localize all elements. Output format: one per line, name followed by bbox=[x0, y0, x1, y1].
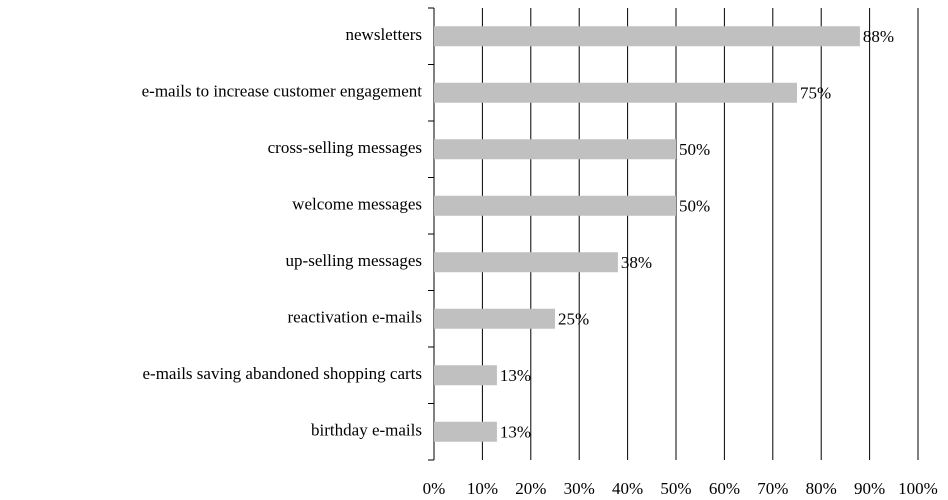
x-tick-label: 50% bbox=[660, 479, 691, 498]
value-label: 25% bbox=[558, 310, 589, 329]
y-tick-label: reactivation e-mails bbox=[287, 308, 422, 327]
value-label: 50% bbox=[679, 140, 710, 159]
bar bbox=[434, 82, 797, 103]
value-label: 88% bbox=[863, 27, 894, 46]
x-tick-label: 60% bbox=[709, 479, 740, 498]
bar bbox=[434, 308, 555, 329]
bar bbox=[434, 252, 618, 273]
x-tick-label: 30% bbox=[564, 479, 595, 498]
y-tick-label: e-mails to increase customer engagement bbox=[142, 82, 423, 101]
x-tick-label: 70% bbox=[757, 479, 788, 498]
x-tick-label: 100% bbox=[898, 479, 938, 498]
value-label: 13% bbox=[500, 366, 531, 385]
bar bbox=[434, 195, 676, 216]
x-tick-label: 0% bbox=[423, 479, 446, 498]
y-tick-label: cross-selling messages bbox=[268, 138, 422, 157]
bar bbox=[434, 139, 676, 160]
x-tick-label: 10% bbox=[467, 479, 498, 498]
y-tick-label: welcome messages bbox=[292, 195, 422, 214]
y-tick-label: newsletters bbox=[346, 25, 422, 44]
value-label: 13% bbox=[500, 423, 531, 442]
value-label: 50% bbox=[679, 197, 710, 216]
y-tick-label: e-mails saving abandoned shopping carts bbox=[143, 364, 423, 383]
value-label: 75% bbox=[800, 84, 831, 103]
bar bbox=[434, 26, 860, 47]
x-tick-label: 90% bbox=[854, 479, 885, 498]
x-tick-label: 40% bbox=[612, 479, 643, 498]
x-tick-label: 20% bbox=[515, 479, 546, 498]
bar bbox=[434, 421, 497, 442]
bar bbox=[434, 365, 497, 386]
y-tick-label: birthday e-mails bbox=[311, 421, 422, 440]
y-tick-label: up-selling messages bbox=[286, 251, 422, 270]
x-tick-label: 80% bbox=[806, 479, 837, 498]
value-label: 38% bbox=[621, 253, 652, 272]
